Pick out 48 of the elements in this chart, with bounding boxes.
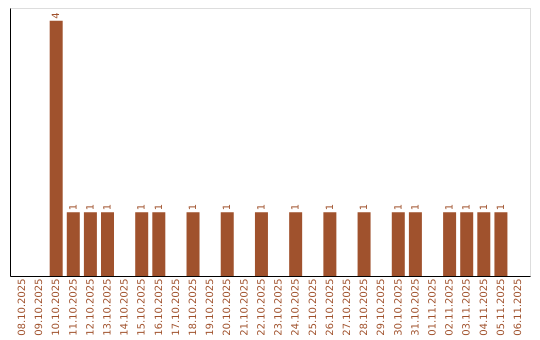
data-label: 1 xyxy=(256,204,268,210)
x-tick-label: 09.10.2025 xyxy=(34,278,46,336)
x-tick-label: 29.10.2025 xyxy=(376,278,388,336)
data-label: 1 xyxy=(68,204,80,210)
x-tick-label: 18.10.2025 xyxy=(188,278,200,336)
data-label: 1 xyxy=(410,204,422,210)
x-tick-label: 02.11.2025 xyxy=(444,278,456,336)
x-tick-label: 19.10.2025 xyxy=(205,278,216,336)
x-tick-label: 28.10.2025 xyxy=(359,278,370,336)
x-tick-label: 23.10.2025 xyxy=(274,278,285,336)
x-tick-label: 27.10.2025 xyxy=(342,278,353,336)
x-tick-label: 17.10.2025 xyxy=(170,278,182,336)
data-label: 1 xyxy=(393,204,404,210)
x-tick-label: 14.10.2025 xyxy=(120,278,131,336)
x-tick-label: 31.10.2025 xyxy=(410,278,422,336)
x-tick-label: 08.10.2025 xyxy=(16,278,28,336)
data-label: 1 xyxy=(324,204,336,210)
x-tick-label: 26.10.2025 xyxy=(324,278,336,336)
x-tick-label: 30.10.2025 xyxy=(393,278,404,336)
x-tick-label: 25.10.2025 xyxy=(308,278,319,336)
x-tick-label: 04.11.2025 xyxy=(478,278,490,336)
x-tick-label: 06.11.2025 xyxy=(513,278,524,336)
x-tick-label: 12.10.2025 xyxy=(85,278,96,336)
data-label: 1 xyxy=(222,204,234,210)
data-label: 1 xyxy=(359,204,370,210)
x-tick-label: 05.11.2025 xyxy=(496,278,507,336)
x-tick-label: 21.10.2025 xyxy=(239,278,250,336)
x-tick-label: 16.10.2025 xyxy=(154,278,165,336)
data-label: 1 xyxy=(102,204,114,210)
data-label: 1 xyxy=(478,204,490,210)
x-tick-label: 01.11.2025 xyxy=(428,278,438,336)
x-tick-label: 22.10.2025 xyxy=(256,278,268,336)
x-tick-label: 20.10.2025 xyxy=(222,278,234,336)
x-tick-label: 24.10.2025 xyxy=(290,278,302,336)
data-label: 1 xyxy=(136,204,148,210)
x-tick-label: 10.10.2025 xyxy=(51,278,62,336)
x-tick-label: 03.11.2025 xyxy=(462,278,473,336)
x-tick-label: 11.10.2025 xyxy=(68,278,80,336)
data-label: 1 xyxy=(85,204,96,210)
data-label: 1 xyxy=(154,204,165,210)
x-tick-label: 15.10.2025 xyxy=(136,278,148,336)
data-label: 1 xyxy=(188,204,200,210)
data-label: 1 xyxy=(462,204,473,210)
data-label: 1 xyxy=(496,204,507,210)
data-label: 1 xyxy=(290,204,302,210)
x-tick-label: 13.10.2025 xyxy=(102,278,114,336)
data-label: 4 xyxy=(51,12,62,19)
data-label: 1 xyxy=(444,204,456,210)
